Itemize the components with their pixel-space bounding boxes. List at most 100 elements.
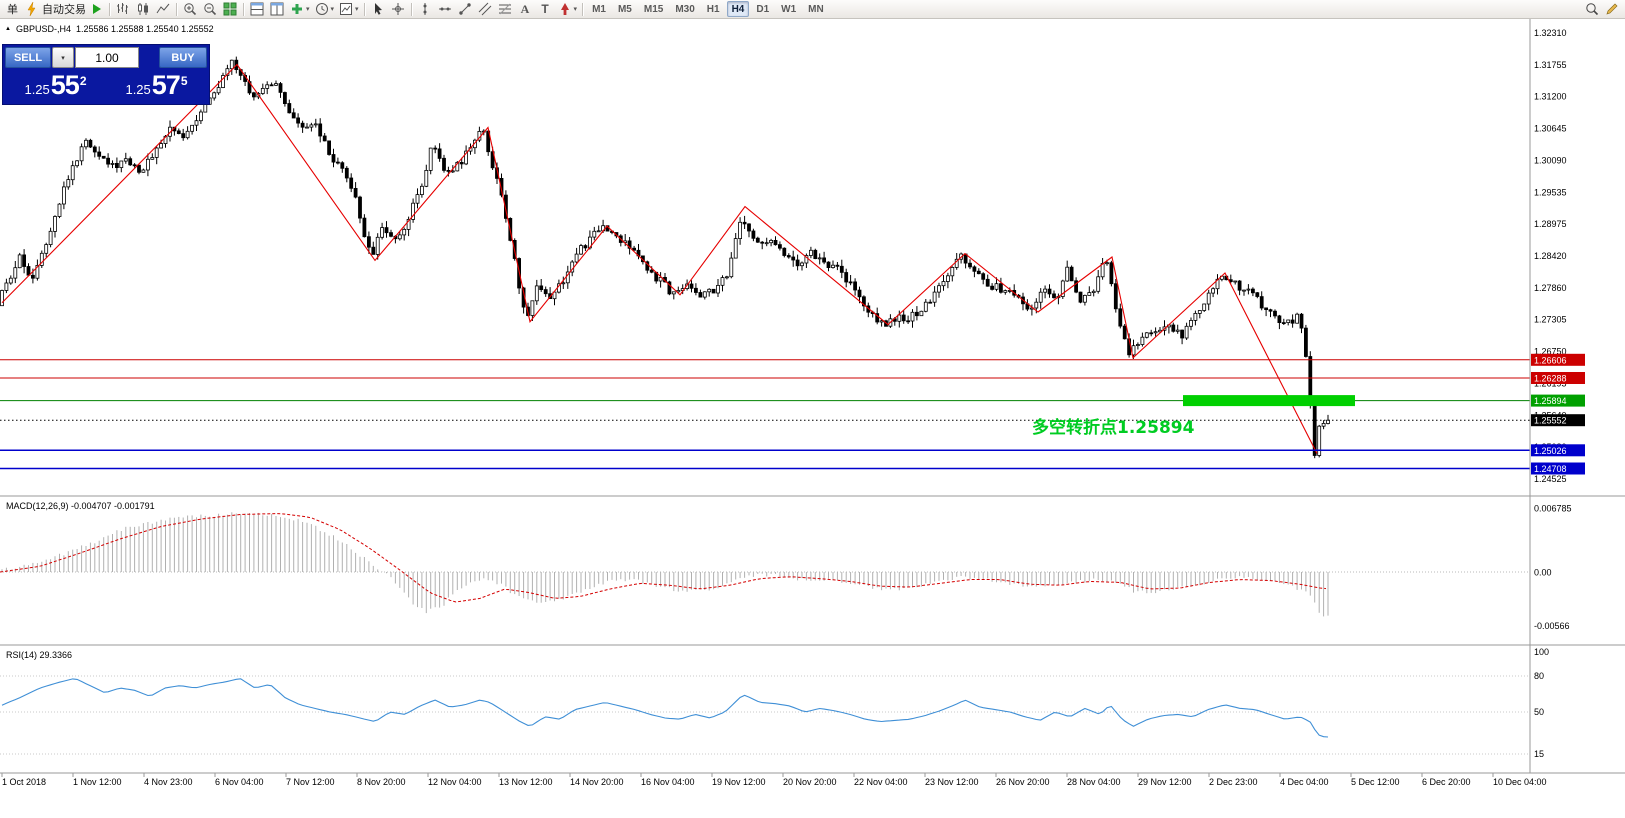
svg-text:1.27305: 1.27305	[1534, 315, 1567, 325]
toolbar-separator	[410, 2, 412, 16]
timeframe-h4-button[interactable]: H4	[726, 1, 750, 17]
svg-text:1.26288: 1.26288	[1534, 374, 1567, 384]
svg-text:19 Nov 12:00: 19 Nov 12:00	[712, 777, 766, 787]
horizontal-line-icon	[437, 1, 453, 17]
line-chart-button[interactable]	[153, 1, 173, 18]
zoom-out-icon	[202, 1, 218, 17]
periods-icon	[314, 1, 330, 17]
search-button[interactable]	[1582, 1, 1602, 18]
buy-price-sup: 5	[180, 74, 188, 88]
candlestick-icon	[135, 1, 151, 17]
vertical-line-button[interactable]	[415, 1, 435, 18]
svg-text:1.31200: 1.31200	[1534, 92, 1567, 102]
chart-canvas[interactable]: 1.32310 1.31755 1.31200 1.30645 1.30090 1.295…	[0, 19, 1625, 818]
trendline-icon	[457, 1, 473, 17]
timeframe-h1-button[interactable]: H1	[706, 3, 720, 15]
sell-button[interactable]: SELL	[5, 47, 51, 68]
text-button[interactable]: A	[515, 1, 535, 18]
trendline-button[interactable]	[455, 1, 475, 18]
buy-price[interactable]: 1.25 57 5	[106, 69, 207, 102]
volume-dropdown-button[interactable]: ▾	[52, 47, 74, 68]
svg-text:16 Nov 04:00: 16 Nov 04:00	[641, 777, 695, 787]
svg-text:10 Dec 04:00: 10 Dec 04:00	[1493, 777, 1547, 787]
sell-price[interactable]: 1.25 55 2	[5, 69, 106, 102]
crosshair-button[interactable]	[388, 1, 408, 18]
toolbar-separator	[176, 2, 177, 16]
svg-text:1.25026: 1.25026	[1534, 446, 1567, 456]
volume-input[interactable]	[75, 47, 139, 68]
indicators-button[interactable]: ▾	[287, 1, 312, 18]
tile-windows-button[interactable]	[220, 1, 240, 18]
arrows-button[interactable]: ▾	[555, 1, 580, 18]
svg-text:0.006785: 0.006785	[1534, 504, 1572, 514]
timeframe-m30-button[interactable]: M30	[675, 3, 695, 15]
svg-text:A: A	[520, 2, 529, 16]
price-badges: 1.26606 1.26288 1.25894 1.25552 1.25026 1.247…	[1531, 353, 1585, 475]
periods-button[interactable]: ▾	[312, 1, 337, 18]
templates-icon	[338, 1, 354, 17]
edit-button[interactable]	[1602, 1, 1622, 18]
time-axis[interactable]: 1 Oct 2018 1 Nov 12:00 4 Nov 23:00 6 Nov 04…	[1, 773, 1547, 787]
templates-button[interactable]: ▾	[336, 1, 361, 18]
lightning-icon	[24, 1, 40, 17]
svg-text:15: 15	[1534, 749, 1544, 759]
support-zone-bar	[1183, 395, 1355, 407]
tile-horizontal-button[interactable]	[247, 1, 267, 18]
svg-text:26 Nov 20:00: 26 Nov 20:00	[996, 777, 1050, 787]
toolbar-separator	[363, 2, 365, 16]
channel-button[interactable]	[475, 1, 495, 18]
timeframe-m15-button[interactable]: M15	[643, 3, 664, 15]
bar-chart-button[interactable]	[113, 1, 133, 18]
menu-button[interactable]: 单	[3, 1, 22, 18]
svg-text:MACD(12,26,9) -0.004707 -0.001: MACD(12,26,9) -0.004707 -0.001791	[6, 501, 155, 511]
buy-button[interactable]: BUY	[159, 47, 207, 68]
svg-text:1.24708: 1.24708	[1534, 464, 1567, 474]
candlestick-button[interactable]	[133, 1, 153, 18]
chart-ohlc-label: ▲ GBPUSD-,H4 1.25586 1.25588 1.25540 1.2…	[5, 24, 214, 34]
chart-window: 1.32310 1.31755 1.31200 1.30645 1.30090 1.295…	[0, 19, 1625, 818]
svg-text:22 Nov 04:00: 22 Nov 04:00	[854, 777, 908, 787]
svg-text:23 Nov 12:00: 23 Nov 12:00	[925, 777, 979, 787]
timeframe-mn-button[interactable]: MN	[808, 3, 824, 15]
buy-price-prefix: 1.25	[125, 82, 151, 97]
zigzag-line[interactable]	[1, 63, 1318, 454]
ohlc-values: 1.25586 1.25588 1.25540 1.25552	[75, 24, 214, 34]
toolbar-separator	[582, 2, 584, 16]
timeframe-m5-button[interactable]: M5	[617, 3, 632, 15]
timeframe-d1-button[interactable]: D1	[756, 3, 770, 15]
cursor-button[interactable]	[368, 1, 388, 18]
svg-text:1.26750: 1.26750	[1534, 347, 1567, 357]
menu-button-label: 单	[7, 4, 18, 16]
chevron-down-icon: ▾	[330, 6, 335, 13]
edit-icon	[1604, 1, 1620, 17]
timeframe-m1-button[interactable]: M1	[592, 3, 606, 15]
svg-text:1 Nov 12:00: 1 Nov 12:00	[73, 777, 122, 787]
chevron-down-icon: ▾	[355, 6, 359, 13]
tile-vertical-button[interactable]	[267, 1, 287, 18]
svg-text:1.26606: 1.26606	[1534, 355, 1567, 365]
label-button[interactable]: T	[535, 1, 555, 18]
candles-layer	[0, 56, 1330, 459]
macd-panel[interactable]: MACD(12,26,9) -0.004707 -0.001791 0.00678…	[0, 501, 1572, 631]
svg-text:13 Nov 12:00: 13 Nov 12:00	[499, 777, 553, 787]
zoom-in-button[interactable]	[180, 1, 200, 18]
horizontal-line-button[interactable]	[435, 1, 455, 18]
svg-text:1 Oct 2018: 1 Oct 2018	[2, 777, 46, 787]
label-icon: T	[537, 1, 553, 17]
chevron-down-icon: ▾	[573, 6, 578, 13]
timeframe-w1-button[interactable]: W1	[781, 3, 797, 15]
svg-text:1.30645: 1.30645	[1534, 124, 1567, 134]
tile-vertical-icon	[269, 1, 285, 17]
horizontal-levels[interactable]	[0, 359, 1530, 470]
fibonacci-button[interactable]	[495, 1, 515, 18]
zoom-out-button[interactable]	[200, 1, 220, 18]
svg-text:29 Nov 12:00: 29 Nov 12:00	[1138, 777, 1192, 787]
autotrade-button[interactable]: 自动交易	[22, 1, 106, 18]
rsi-panel[interactable]: RSI(14) 29.3366 100 80 50 15	[0, 647, 1549, 759]
svg-text:7 Nov 12:00: 7 Nov 12:00	[286, 777, 335, 787]
tile-horizontal-icon	[249, 1, 265, 17]
svg-text:20 Nov 20:00: 20 Nov 20:00	[783, 777, 837, 787]
sell-price-big: 55	[50, 70, 80, 100]
crosshair-icon	[390, 1, 406, 17]
cursor-icon	[370, 1, 386, 17]
